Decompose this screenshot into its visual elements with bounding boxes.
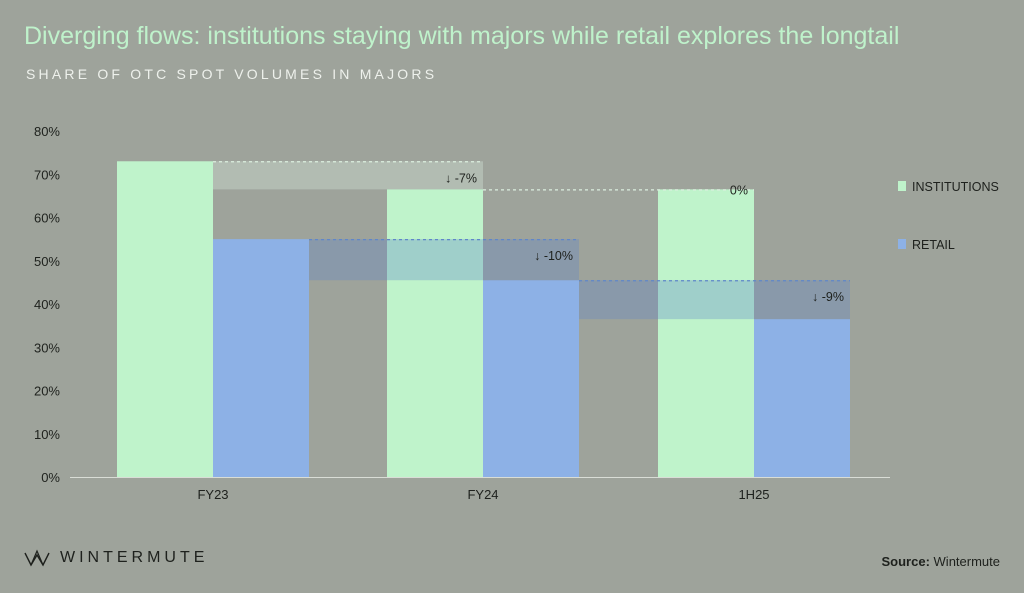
legend-swatch-institutions xyxy=(898,181,906,191)
y-tick-label: 40% xyxy=(34,297,60,312)
source-label: Source: xyxy=(881,554,930,569)
change-retail-fy24-1h25-band xyxy=(579,280,850,320)
x-tick-label: 1H25 xyxy=(738,487,769,502)
bar-retail-fy23 xyxy=(213,239,309,477)
bar-retail-fy24 xyxy=(483,280,579,477)
x-tick-label: FY23 xyxy=(197,487,228,502)
brand-name: WINTERMUTE xyxy=(60,549,209,566)
change-retail-fy24-1h25-label: ↓ -9% xyxy=(812,290,844,304)
y-tick-label: 50% xyxy=(34,254,60,269)
x-tick-label: FY24 xyxy=(467,487,498,502)
brand-logo: WINTERMUTE xyxy=(24,549,208,567)
change-institutions-fy23-fy24-label: ↓ -7% xyxy=(445,171,477,185)
y-tick-label: 70% xyxy=(34,167,60,182)
change-retail-fy23-fy24-band xyxy=(309,239,579,281)
change-institutions-fy23-fy24-band xyxy=(213,161,483,190)
bar-institutions-fy24 xyxy=(387,189,483,477)
source-note: Source: Wintermute xyxy=(882,554,1001,569)
y-tick-label: 80% xyxy=(34,124,60,139)
legend-swatch-retail xyxy=(898,239,906,249)
y-tick-label: 20% xyxy=(34,384,60,399)
bar-institutions-1h25 xyxy=(658,189,754,477)
wintermute-logo-icon xyxy=(24,549,50,567)
source-value: Wintermute xyxy=(933,554,1000,569)
y-tick-label: 30% xyxy=(34,340,60,355)
change-retail-fy23-fy24-label: ↓ -10% xyxy=(534,249,573,263)
y-tick-label: 60% xyxy=(34,211,60,226)
bar-retail-1h25 xyxy=(754,319,850,477)
y-tick-label: 10% xyxy=(34,427,60,442)
change-institutions-fy24-1h25-label: 0% xyxy=(730,183,748,197)
legend-label-institutions: INSTITUTIONS xyxy=(912,180,999,194)
bar-institutions-fy23 xyxy=(117,161,213,477)
chart-title: Diverging flows: institutions staying wi… xyxy=(24,22,900,50)
legend-label-retail: RETAIL xyxy=(912,238,955,252)
chart-subtitle: SHARE OF OTC SPOT VOLUMES IN MAJORS xyxy=(26,66,438,82)
y-tick-label: 0% xyxy=(41,470,60,485)
